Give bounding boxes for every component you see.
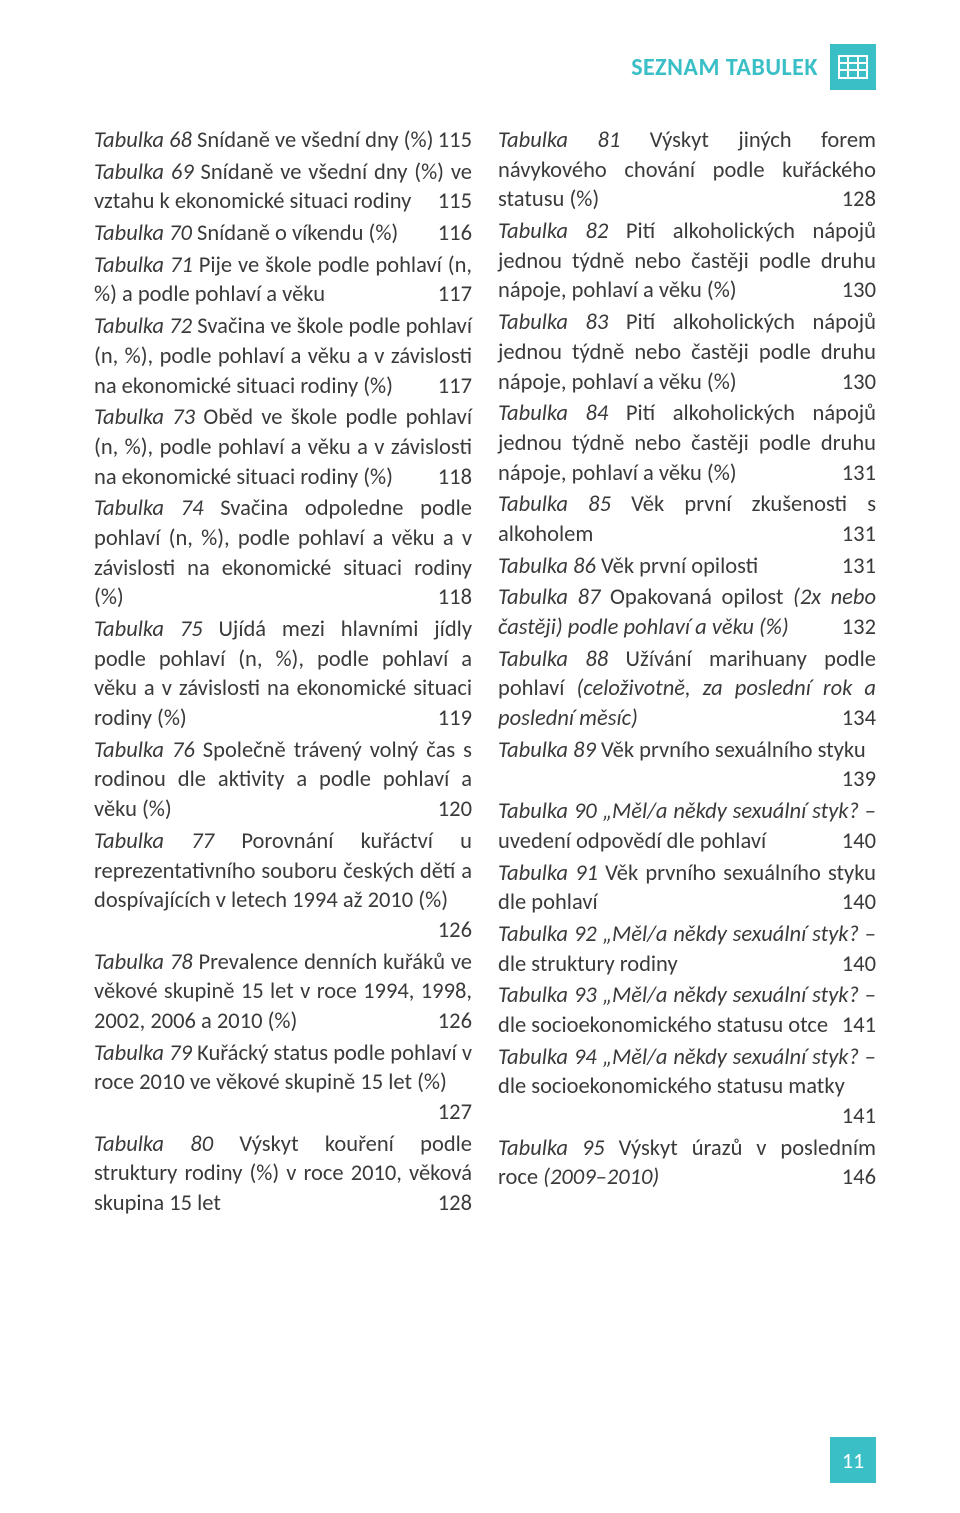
entry-page: 128 bbox=[438, 1189, 472, 1219]
entry-prefix: Tabulka 76 bbox=[94, 737, 195, 764]
entry-prefix: Tabulka 79 bbox=[94, 1040, 192, 1067]
entry-prefix: Tabulka 68 bbox=[94, 127, 192, 154]
toc-entry: Tabulka 86 Věk první opilosti 131 bbox=[498, 552, 876, 582]
entry-prefix: Tabulka 89 bbox=[498, 737, 596, 764]
entry-page: 131 bbox=[842, 520, 876, 550]
entry-prefix: Tabulka 88 bbox=[498, 646, 608, 673]
entry-page: 127 bbox=[438, 1098, 472, 1128]
entry-page: 116 bbox=[438, 219, 472, 249]
entry-prefix: Tabulka 86 bbox=[498, 553, 596, 580]
entry-prefix: Tabulka 84 bbox=[498, 400, 608, 427]
entry-page: 115 bbox=[438, 126, 472, 156]
entry-prefix: Tabulka 69 bbox=[94, 159, 194, 186]
entry-prefix: Tabulka 85 bbox=[498, 491, 611, 518]
toc-entry: Tabulka 82 Pití alkoholických nápojů jed… bbox=[498, 217, 876, 306]
entry-page: 130 bbox=[842, 368, 876, 398]
toc-entry: Tabulka 72 Svačina ve škole podle pohlav… bbox=[94, 312, 472, 401]
toc-entry: Tabulka 88 Užívání marihuany podle pohla… bbox=[498, 645, 876, 734]
toc-entry: Tabulka 75 Ujídá mezi hlavními jídly pod… bbox=[94, 615, 472, 734]
entry-page: 130 bbox=[842, 276, 876, 306]
toc-entry: Tabulka 70 Snídaně o víkendu (%) 116 bbox=[94, 219, 472, 249]
entry-prefix: Tabulka 73 bbox=[94, 404, 195, 431]
toc-entry: Tabulka 87 Opakovaná opilost (2x nebo ča… bbox=[498, 583, 876, 642]
entry-prefix: Tabulka 94 bbox=[498, 1044, 597, 1071]
entry-text: Snídaně ve všední dny (%) bbox=[192, 127, 434, 154]
entry-page: 140 bbox=[842, 827, 876, 857]
entry-prefix: Tabulka 91 bbox=[498, 860, 598, 887]
entry-prefix: Tabulka 81 bbox=[498, 127, 620, 154]
toc-entry: Tabulka 91 Věk prvního sexuálního styku … bbox=[498, 859, 876, 918]
entry-page: 128 bbox=[842, 185, 876, 215]
toc-entry: Tabulka 78 Prevalence denních kuřáků ve … bbox=[94, 948, 472, 1037]
entry-page: 117 bbox=[438, 372, 472, 402]
toc-entry: Tabulka 79 Kuřácký status podle pohlaví … bbox=[94, 1039, 472, 1128]
entry-prefix: Tabulka 92 bbox=[498, 921, 597, 948]
entry-page: 126 bbox=[438, 1007, 472, 1037]
entry-prefix: Tabulka 74 bbox=[94, 495, 204, 522]
entry-prefix: Tabulka 72 bbox=[94, 313, 192, 340]
entry-prefix: Tabulka 93 bbox=[498, 982, 597, 1009]
entry-page: 132 bbox=[842, 613, 876, 643]
entry-page: 141 bbox=[842, 1102, 876, 1132]
entry-page: 115 bbox=[438, 187, 472, 217]
column-left: Tabulka 68 Snídaně ve všední dny (%) 115… bbox=[94, 126, 472, 1221]
entry-page: 140 bbox=[842, 888, 876, 918]
entry-prefix: Tabulka 87 bbox=[498, 584, 600, 611]
toc-entry: Tabulka 74 Svačina odpoledne podle pohla… bbox=[94, 494, 472, 613]
entry-prefix: Tabulka 80 bbox=[94, 1131, 213, 1158]
entry-page: 146 bbox=[842, 1163, 876, 1193]
page-number: 11 bbox=[842, 1447, 864, 1474]
toc-entry: Tabulka 83 Pití alkoholických nápojů jed… bbox=[498, 308, 876, 397]
toc-entry: Tabulka 89 Věk prvního sexuálního styku … bbox=[498, 736, 876, 795]
entry-prefix: Tabulka 75 bbox=[94, 616, 203, 643]
entry-page: 117 bbox=[438, 280, 472, 310]
entry-text: Věk první opilosti bbox=[596, 553, 758, 580]
toc-entry: Tabulka 68 Snídaně ve všední dny (%) 115 bbox=[94, 126, 472, 156]
toc-entry: Tabulka 76 Společně trávený volný čas s … bbox=[94, 736, 472, 825]
entry-text: Snídaně o víkendu (%) bbox=[192, 220, 398, 247]
entry-prefix: Tabulka 82 bbox=[498, 218, 608, 245]
toc-entry: Tabulka 80 Výskyt kouření podle struktur… bbox=[94, 1130, 472, 1219]
toc-entry: Tabulka 93 „Měl/a někdy sexuální styk? –… bbox=[498, 981, 876, 1040]
entry-page: 139 bbox=[842, 765, 876, 795]
toc-entry: Tabulka 71 Pije ve škole podle pohlaví (… bbox=[94, 251, 472, 310]
toc-entry: Tabulka 92 „Měl/a někdy sexuální styk? –… bbox=[498, 920, 876, 979]
page-number-badge: 11 bbox=[830, 1437, 876, 1483]
toc-entry: Tabulka 84 Pití alkoholických nápojů jed… bbox=[498, 399, 876, 488]
entry-page: 141 bbox=[842, 1011, 876, 1041]
entry-prefix: Tabulka 77 bbox=[94, 828, 214, 855]
entry-page: 118 bbox=[438, 463, 472, 493]
entry-prefix: Tabulka 90 bbox=[498, 798, 597, 825]
entry-prefix: Tabulka 70 bbox=[94, 220, 192, 247]
header-title: SEZNAM TABULEK bbox=[631, 53, 818, 82]
entry-text: Věk prvního sexuálního styku bbox=[596, 737, 866, 764]
entry-prefix: Tabulka 83 bbox=[498, 309, 608, 336]
page: SEZNAM TABULEK Tabulka 68 Snídaně ve vše… bbox=[0, 0, 960, 1513]
entry-page: 120 bbox=[438, 795, 472, 825]
entry-page: 126 bbox=[438, 916, 472, 946]
toc-entry: Tabulka 77 Porovnání kuřáctví u reprezen… bbox=[94, 827, 472, 946]
columns: Tabulka 68 Snídaně ve všední dny (%) 115… bbox=[94, 126, 876, 1221]
entry-page: 131 bbox=[842, 459, 876, 489]
header-row: SEZNAM TABULEK bbox=[94, 44, 876, 90]
entry-prefix: Tabulka 71 bbox=[94, 252, 193, 279]
entry-prefix: Tabulka 95 bbox=[498, 1135, 605, 1162]
toc-entry: Tabulka 94 „Měl/a někdy sexuální styk? –… bbox=[498, 1043, 876, 1132]
toc-entry: Tabulka 73 Oběd ve škole podle pohlaví (… bbox=[94, 403, 472, 492]
table-icon bbox=[830, 44, 876, 90]
toc-entry: Tabulka 81 Výskyt jiných forem návykovéh… bbox=[498, 126, 876, 215]
column-right: Tabulka 81 Výskyt jiných forem návykovéh… bbox=[498, 126, 876, 1221]
toc-entry: Tabulka 69 Snídaně ve všední dny (%) ve … bbox=[94, 158, 472, 217]
toc-entry: Tabulka 90 „Měl/a někdy sexuální styk? –… bbox=[498, 797, 876, 856]
entry-prefix: Tabulka 78 bbox=[94, 949, 193, 976]
entry-page: 134 bbox=[842, 704, 876, 734]
toc-entry: Tabulka 95 Výskyt úrazů v posledním roce… bbox=[498, 1134, 876, 1193]
toc-entry: Tabulka 85 Věk první zkušenosti s alkoho… bbox=[498, 490, 876, 549]
entry-page: 118 bbox=[438, 583, 472, 613]
entry-page: 119 bbox=[438, 704, 472, 734]
entry-page: 140 bbox=[842, 950, 876, 980]
entry-page: 131 bbox=[842, 552, 876, 582]
